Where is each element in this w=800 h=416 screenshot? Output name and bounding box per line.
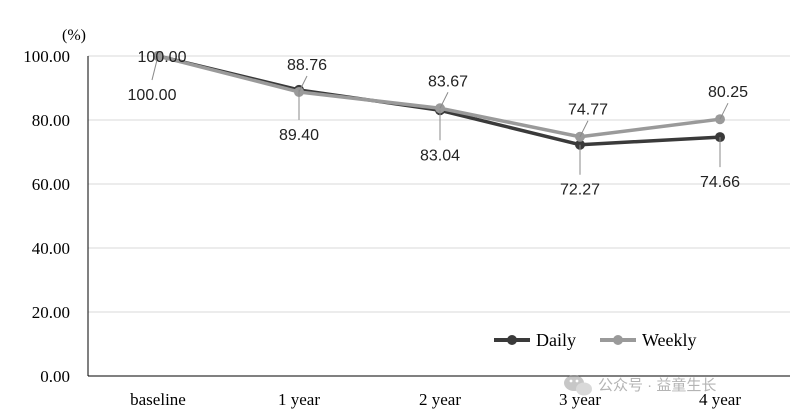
x-tick-label: baseline [130, 390, 186, 409]
x-tick-label: 2 year [419, 390, 461, 409]
data-label-weekly: 100.00 [138, 49, 187, 66]
y-tick-label: 60.00 [32, 175, 70, 194]
watermark-text: 公众号 · 益童生长 [598, 376, 716, 394]
y-unit-label: (%) [62, 27, 86, 44]
data-label-daily: 74.66 [700, 174, 740, 191]
legend: Daily Weekly [494, 330, 697, 350]
y-tick-label: 20.00 [32, 303, 70, 322]
legend-label-daily: Daily [536, 330, 576, 350]
label-leader-line [298, 75, 308, 93]
data-label-weekly: 88.76 [287, 57, 327, 74]
data-label-daily: 72.27 [560, 182, 600, 199]
x-tick-label: 1 year [278, 390, 320, 409]
grid-lines [88, 55, 790, 313]
data-label-daily: 100.00 [128, 87, 177, 104]
x-tick-label: 3 year [559, 390, 601, 409]
label-leader-line [719, 102, 729, 120]
x-tick-labels: baseline 1 year 2 year 3 year 4 year [130, 390, 741, 409]
y-tick-label: 40.00 [32, 239, 70, 258]
watermark: 公众号 · 益童生长 [564, 375, 716, 396]
data-label-daily: 89.40 [279, 127, 319, 144]
data-label-weekly: 80.25 [708, 84, 748, 101]
legend-marker-daily [507, 335, 517, 345]
legend-label-weekly: Weekly [642, 330, 697, 350]
data-label-daily: 83.04 [420, 147, 460, 164]
legend-marker-weekly [613, 335, 623, 345]
label-leader-line [439, 92, 449, 109]
series-layer [153, 51, 725, 150]
y-tick-labels: 0.00 20.00 40.00 60.00 80.00 100.00 [23, 47, 70, 386]
y-tick-label: 0.00 [40, 367, 70, 386]
series-line-weekly [157, 54, 721, 139]
label-leader-line [579, 120, 589, 137]
y-tick-label: 80.00 [32, 111, 70, 130]
label-leader-line [151, 55, 159, 81]
y-tick-label: 100.00 [23, 47, 70, 66]
data-label-weekly: 83.67 [428, 73, 468, 90]
wechat-icon [564, 375, 592, 396]
data-label-weekly: 74.77 [568, 102, 608, 119]
x-tick-label: 4 year [699, 390, 741, 409]
data-labels: 100.00 89.40 83.04 72.27 74.66 100.00 88.76 83.… [128, 49, 749, 199]
